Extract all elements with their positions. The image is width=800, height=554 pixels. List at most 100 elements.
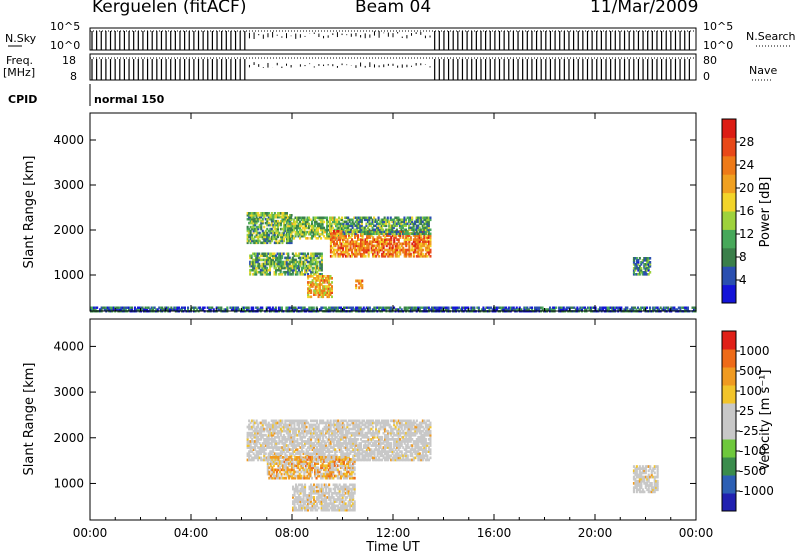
heatmap-cell xyxy=(237,308,240,311)
heatmap-cell xyxy=(299,262,302,266)
heatmap-cell xyxy=(394,444,397,447)
heatmap-cell xyxy=(311,234,314,238)
heatmap-cell xyxy=(258,235,261,239)
heatmap-cell xyxy=(401,232,404,236)
heatmap-cell xyxy=(368,421,371,425)
heatmap-cell xyxy=(177,306,180,309)
heatmap-cell xyxy=(291,435,294,439)
heatmap-cell xyxy=(287,258,290,262)
heatmap-cell xyxy=(296,230,299,234)
heatmap-cell xyxy=(358,423,361,427)
heatmap-cell xyxy=(279,419,282,423)
heatmap-cell xyxy=(297,254,300,258)
heatmap-cell xyxy=(263,212,266,215)
heatmap-cell xyxy=(250,260,253,264)
heatmap-cell xyxy=(338,252,341,256)
heatmap-cell xyxy=(270,419,273,423)
heatmap-cell xyxy=(273,270,276,274)
heatmap-cell xyxy=(387,440,390,443)
heatmap-cell xyxy=(265,256,268,260)
heatmap-cell xyxy=(326,224,329,228)
heatmap-cell xyxy=(368,224,371,228)
colorbar-tick-label: 4 xyxy=(739,273,747,287)
heatmap-cell xyxy=(385,224,388,228)
heatmap-cell xyxy=(308,262,311,266)
heatmap-cell xyxy=(352,242,355,246)
heatmap-cell xyxy=(269,433,272,437)
heatmap-cell xyxy=(606,308,609,311)
heatmap-cell xyxy=(323,442,326,445)
heatmap-cell xyxy=(320,454,323,458)
heatmap-cell xyxy=(500,308,503,311)
heatmap-cell xyxy=(299,270,302,274)
heatmap-cell xyxy=(384,435,387,439)
heatmap-cell xyxy=(423,238,426,241)
heatmap-cell xyxy=(275,227,278,231)
heatmap-cell xyxy=(388,431,391,435)
heatmap-cell xyxy=(335,242,338,246)
heatmap-cell xyxy=(387,234,390,237)
heatmap-cell xyxy=(427,226,430,230)
heatmap-cell xyxy=(348,220,351,224)
heatmap-cell xyxy=(249,241,252,245)
heatmap-cell xyxy=(307,283,310,286)
heatmap-cell xyxy=(256,270,259,274)
heatmap-cell xyxy=(260,215,263,219)
heatmap-cell xyxy=(394,246,397,250)
heatmap-cell xyxy=(293,254,296,258)
heatmap-cell xyxy=(273,252,276,256)
heatmap-cell xyxy=(372,435,375,439)
heatmap-cell xyxy=(342,232,345,236)
heatmap-cell xyxy=(326,228,329,232)
heatmap-cell xyxy=(273,423,276,427)
heatmap-cell xyxy=(269,214,272,217)
heatmap-cell xyxy=(320,308,323,311)
heatmap-cell xyxy=(300,216,303,220)
heatmap-cell xyxy=(317,442,320,445)
heatmap-cell xyxy=(405,244,408,248)
heatmap-cell xyxy=(263,429,266,433)
heatmap-cell xyxy=(354,228,357,232)
heatmap-cell xyxy=(364,250,367,254)
heatmap-cell xyxy=(287,273,290,276)
heatmap-cell xyxy=(320,293,323,296)
heatmap-cell xyxy=(302,425,305,429)
heatmap-cell xyxy=(361,246,364,250)
heatmap-cell xyxy=(392,218,395,222)
heatmap-cell xyxy=(332,458,335,462)
heatmap-cell xyxy=(352,427,355,431)
heatmap-cell xyxy=(248,452,251,456)
heatmap-cell xyxy=(356,419,359,423)
heatmap-cell xyxy=(331,429,334,433)
heatmap-cell xyxy=(470,308,473,311)
heatmap-cell xyxy=(310,429,313,433)
heatmap-cell xyxy=(365,224,368,228)
heatmap-cell xyxy=(378,438,381,441)
heatmap-cell xyxy=(248,433,251,437)
heatmap-cell xyxy=(320,237,323,240)
heatmap-cell xyxy=(313,442,316,445)
heatmap-cell xyxy=(314,222,317,226)
heatmap-cell xyxy=(337,421,340,425)
heatmap-cell xyxy=(421,238,424,241)
heatmap-cell xyxy=(108,308,111,311)
heatmap-cell xyxy=(334,419,337,423)
heatmap-cell xyxy=(340,423,343,427)
heatmap-cell xyxy=(320,266,323,270)
heatmap-cell xyxy=(365,458,368,462)
heatmap-cell xyxy=(355,306,358,309)
heatmap-cell xyxy=(117,308,120,311)
heatmap-cell xyxy=(302,252,305,256)
heatmap-cell xyxy=(397,448,400,451)
heatmap-cell xyxy=(300,270,303,274)
heatmap-cell xyxy=(209,306,212,309)
heatmap-cell xyxy=(294,230,297,234)
heatmap-cell xyxy=(363,252,366,256)
heatmap-cell xyxy=(320,452,323,456)
heatmap-cell xyxy=(346,246,349,250)
heatmap-cell xyxy=(293,228,296,232)
heatmap-cell xyxy=(405,456,408,460)
heatmap-cell xyxy=(683,308,686,311)
heatmap-cell xyxy=(369,234,372,237)
heatmap-cell xyxy=(693,306,696,309)
